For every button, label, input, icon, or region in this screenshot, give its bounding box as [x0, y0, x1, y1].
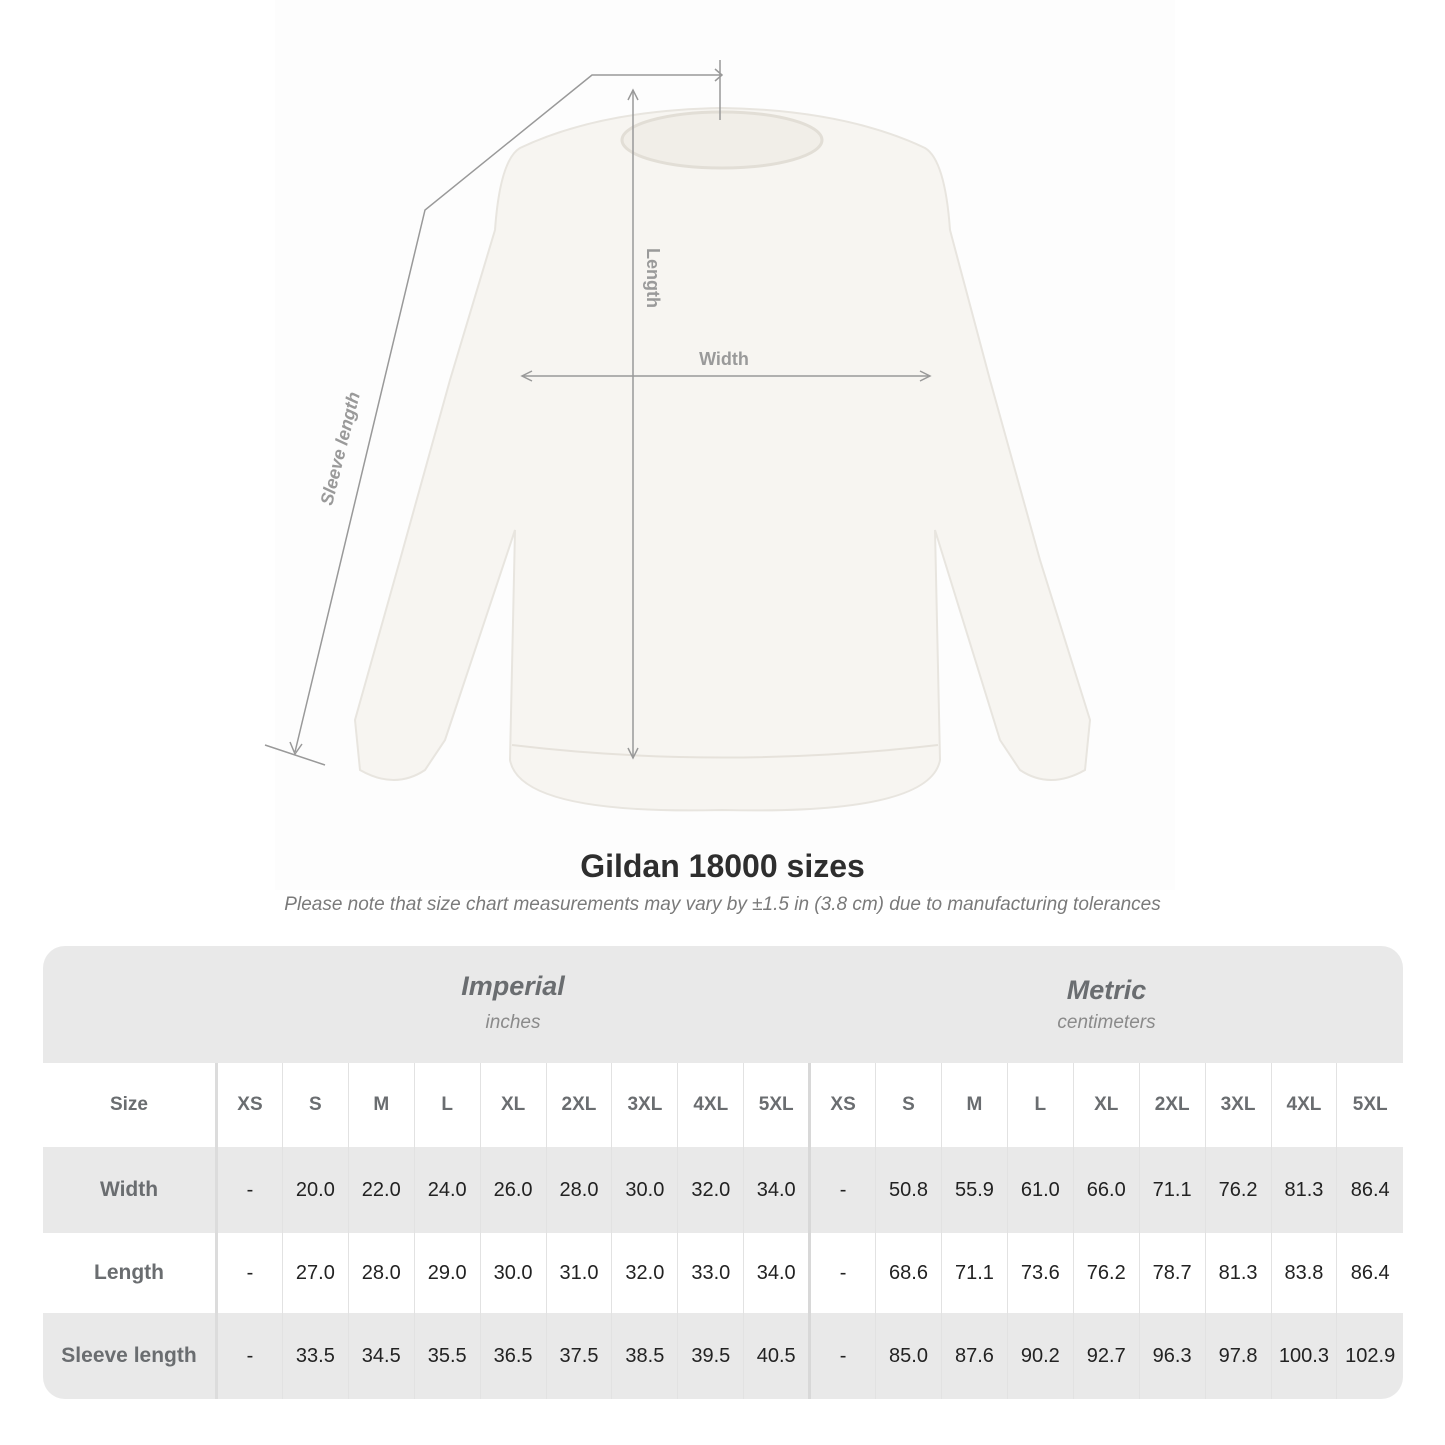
metric-size-xl: XL [1072, 1063, 1140, 1147]
metric-cell: 102.9 [1336, 1313, 1403, 1399]
metric-cell: 78.7 [1138, 1233, 1206, 1313]
imperial-cell: 30.0 [611, 1147, 678, 1233]
metric-cell: 90.2 [1006, 1313, 1074, 1399]
tolerance-note: Please note that size chart measurements… [284, 894, 1161, 915]
metric-cell: 86.4 [1336, 1233, 1403, 1313]
metric-cell: 73.6 [1006, 1233, 1074, 1313]
imperial-cell: 34.5 [347, 1313, 415, 1399]
metric-cell: 66.0 [1072, 1147, 1140, 1233]
metric-cell: 92.7 [1072, 1313, 1140, 1399]
imperial-cell: - [216, 1233, 283, 1313]
unit-header-band [43, 946, 1403, 1063]
imperial-cell: 38.5 [611, 1313, 678, 1399]
imperial-cell: 35.5 [413, 1313, 481, 1399]
imperial-cell: 34.0 [743, 1147, 810, 1233]
metric-cell: 81.3 [1204, 1233, 1271, 1313]
size-table: Size XS S M L XL 2XL 3XL 4XL 5XL XS S M L XL 2XL 3XL 4XL 5… [43, 1063, 1403, 1399]
metric-cell: 85.0 [875, 1313, 942, 1399]
imperial-cell: 26.0 [479, 1147, 547, 1233]
imperial-size-5xl: 5XL [743, 1063, 810, 1147]
imperial-cell: 30.0 [479, 1233, 547, 1313]
metric-cell: - [808, 1147, 876, 1233]
metric-cell: 81.3 [1270, 1147, 1337, 1233]
metric-cell: 83.8 [1270, 1233, 1337, 1313]
imperial-cell: 37.5 [545, 1313, 612, 1399]
metric-size-m: M [940, 1063, 1008, 1147]
metric-header: Metric centimeters [810, 975, 1403, 1034]
imperial-cell: 40.5 [743, 1313, 810, 1399]
metric-cell: 76.2 [1072, 1233, 1140, 1313]
size-header-row: Size XS S M L XL 2XL 3XL 4XL 5XL XS S M L XL 2XL 3XL 4XL 5… [43, 1063, 1403, 1147]
imperial-cell: 22.0 [347, 1147, 415, 1233]
metric-cell: 87.6 [940, 1313, 1008, 1399]
metric-cell: 50.8 [875, 1147, 942, 1233]
imperial-cell: 20.0 [281, 1147, 349, 1233]
imperial-unit: inches [485, 1012, 541, 1033]
size-header: Size [43, 1063, 218, 1147]
imperial-cell: 32.0 [611, 1233, 678, 1313]
imperial-size-xs: XS [216, 1063, 283, 1147]
table-row: Width -20.0 22.0 24.0 26.0 28.0 30.0 32.0 34.0-5… [43, 1147, 1403, 1233]
table-row: Length -27.0 28.0 29.0 30.0 31.0 32.0 33.0 34.0-… [43, 1233, 1403, 1313]
imperial-cell: 29.0 [413, 1233, 481, 1313]
row-label: Length [43, 1233, 218, 1313]
imperial-cell: 32.0 [677, 1147, 744, 1233]
metric-size-5xl: 5XL [1336, 1063, 1403, 1147]
imperial-cell: - [216, 1147, 283, 1233]
length-label: Length [643, 248, 663, 308]
imperial-cell: 27.0 [281, 1233, 349, 1313]
sweatshirt-diagram: Length Width Sleeve length [264, 60, 1092, 812]
metric-unit: centimeters [1057, 1012, 1156, 1033]
imperial-cell: 28.0 [347, 1233, 415, 1313]
measure-lines [264, 60, 932, 766]
imperial-header: Imperial inches [216, 971, 810, 1034]
table-row: Sleeve length -33.5 34.5 35.5 36.5 37.5 38.5 39… [43, 1313, 1403, 1399]
sweatshirt-image [353, 106, 1092, 812]
metric-cell: 55.9 [940, 1147, 1008, 1233]
imperial-cell: 33.0 [677, 1233, 744, 1313]
imperial-size-l: L [413, 1063, 481, 1147]
metric-cell: 71.1 [1138, 1147, 1206, 1233]
metric-cell: 96.3 [1138, 1313, 1206, 1399]
row-label: Width [43, 1147, 218, 1233]
width-label: Width [699, 349, 749, 369]
metric-size-l: L [1006, 1063, 1074, 1147]
metric-cell: - [808, 1313, 876, 1399]
row-label: Sleeve length [43, 1313, 218, 1399]
metric-cell: 100.3 [1270, 1313, 1337, 1399]
imperial-size-2xl: 2XL [545, 1063, 612, 1147]
imperial-cell: 34.0 [743, 1233, 810, 1313]
metric-cell: 76.2 [1204, 1147, 1271, 1233]
imperial-cell: 39.5 [677, 1313, 744, 1399]
metric-cell: 61.0 [1006, 1147, 1074, 1233]
imperial-size-m: M [347, 1063, 415, 1147]
metric-size-3xl: 3XL [1204, 1063, 1271, 1147]
metric-size-4xl: 4XL [1270, 1063, 1337, 1147]
imperial-size-4xl: 4XL [677, 1063, 744, 1147]
imperial-cell: - [216, 1313, 283, 1399]
metric-title: Metric [1066, 975, 1147, 1005]
imperial-title: Imperial [461, 971, 565, 1001]
imperial-cell: 36.5 [479, 1313, 547, 1399]
imperial-cell: 31.0 [545, 1233, 612, 1313]
imperial-size-s: S [281, 1063, 349, 1147]
metric-size-xs: XS [808, 1063, 876, 1147]
metric-cell: - [808, 1233, 876, 1313]
imperial-cell: 28.0 [545, 1147, 612, 1233]
metric-cell: 68.6 [875, 1233, 942, 1313]
imperial-size-xl: XL [479, 1063, 547, 1147]
size-chart-table: Imperial inches Metric centimeters Size X… [43, 946, 1403, 1399]
imperial-size-3xl: 3XL [611, 1063, 678, 1147]
metric-size-2xl: 2XL [1138, 1063, 1206, 1147]
imperial-cell: 33.5 [281, 1313, 349, 1399]
imperial-cell: 24.0 [413, 1147, 481, 1233]
metric-size-s: S [875, 1063, 942, 1147]
page-title: Gildan 18000 sizes [580, 848, 865, 884]
sleeve-line [294, 74, 720, 753]
metric-cell: 71.1 [940, 1233, 1008, 1313]
metric-cell: 97.8 [1204, 1313, 1271, 1399]
metric-cell: 86.4 [1336, 1147, 1403, 1233]
